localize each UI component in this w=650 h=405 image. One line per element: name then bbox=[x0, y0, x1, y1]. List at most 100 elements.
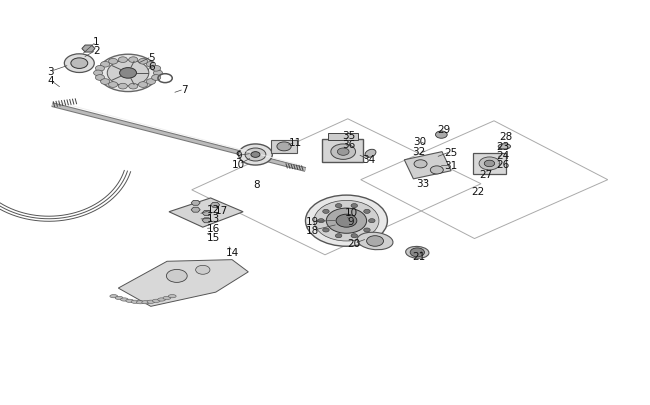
Circle shape bbox=[96, 66, 105, 72]
Circle shape bbox=[245, 149, 266, 162]
Text: 23: 23 bbox=[496, 142, 509, 151]
Text: 33: 33 bbox=[416, 178, 429, 188]
Text: 24: 24 bbox=[496, 151, 509, 160]
Text: 6: 6 bbox=[148, 62, 155, 71]
Polygon shape bbox=[82, 46, 95, 53]
Circle shape bbox=[64, 55, 94, 73]
Ellipse shape bbox=[365, 150, 376, 158]
Ellipse shape bbox=[131, 301, 139, 304]
Text: 12: 12 bbox=[207, 205, 220, 215]
Circle shape bbox=[335, 234, 342, 238]
Circle shape bbox=[367, 236, 384, 247]
Text: 22: 22 bbox=[471, 186, 484, 196]
Circle shape bbox=[166, 270, 187, 283]
Circle shape bbox=[118, 84, 127, 90]
Circle shape bbox=[146, 62, 155, 68]
Circle shape bbox=[101, 79, 110, 85]
Text: 32: 32 bbox=[413, 147, 426, 157]
Polygon shape bbox=[191, 208, 200, 213]
Circle shape bbox=[479, 158, 500, 171]
Ellipse shape bbox=[357, 232, 393, 250]
Bar bbox=[271, 141, 297, 153]
Circle shape bbox=[351, 234, 358, 238]
Circle shape bbox=[196, 266, 210, 275]
Text: 27: 27 bbox=[480, 170, 493, 180]
Ellipse shape bbox=[110, 295, 118, 298]
Text: 8: 8 bbox=[254, 179, 260, 189]
Text: 30: 30 bbox=[413, 137, 426, 147]
Text: 20: 20 bbox=[348, 239, 361, 249]
Text: 14: 14 bbox=[226, 247, 239, 257]
Text: 3: 3 bbox=[47, 67, 54, 77]
Circle shape bbox=[96, 75, 105, 81]
Text: 25: 25 bbox=[444, 147, 457, 157]
Circle shape bbox=[322, 228, 329, 232]
Text: 28: 28 bbox=[499, 132, 512, 141]
Circle shape bbox=[138, 59, 148, 65]
Text: 26: 26 bbox=[496, 160, 509, 170]
Text: 13: 13 bbox=[207, 214, 220, 224]
Polygon shape bbox=[202, 211, 211, 216]
Text: 31: 31 bbox=[444, 161, 457, 171]
Text: 9: 9 bbox=[235, 151, 242, 161]
Circle shape bbox=[101, 62, 110, 68]
Ellipse shape bbox=[499, 144, 511, 150]
Text: 35: 35 bbox=[343, 131, 356, 141]
Text: 4: 4 bbox=[47, 76, 54, 86]
Bar bbox=[328, 133, 358, 141]
Ellipse shape bbox=[168, 295, 176, 298]
Polygon shape bbox=[169, 198, 243, 228]
Text: 17: 17 bbox=[214, 206, 227, 215]
Circle shape bbox=[351, 204, 358, 208]
Circle shape bbox=[153, 71, 162, 77]
Circle shape bbox=[277, 143, 291, 151]
Circle shape bbox=[251, 152, 260, 158]
Text: 36: 36 bbox=[343, 140, 356, 149]
Circle shape bbox=[484, 161, 495, 167]
Polygon shape bbox=[202, 218, 211, 223]
Circle shape bbox=[322, 210, 329, 214]
Circle shape bbox=[107, 61, 149, 87]
Ellipse shape bbox=[158, 298, 166, 301]
Text: 1: 1 bbox=[93, 37, 99, 47]
Circle shape bbox=[336, 215, 357, 228]
Text: 10: 10 bbox=[232, 160, 245, 170]
Polygon shape bbox=[191, 201, 200, 206]
Circle shape bbox=[364, 210, 370, 214]
Circle shape bbox=[151, 66, 161, 72]
Circle shape bbox=[94, 71, 103, 77]
Polygon shape bbox=[404, 152, 451, 179]
Text: 15: 15 bbox=[207, 232, 220, 242]
Circle shape bbox=[337, 149, 349, 156]
Circle shape bbox=[335, 204, 342, 208]
Polygon shape bbox=[211, 203, 220, 208]
Circle shape bbox=[306, 196, 387, 247]
Circle shape bbox=[109, 59, 118, 65]
Circle shape bbox=[239, 145, 272, 166]
Circle shape bbox=[369, 219, 375, 223]
Circle shape bbox=[129, 58, 138, 63]
Ellipse shape bbox=[115, 296, 123, 300]
Ellipse shape bbox=[147, 301, 155, 304]
Text: 16: 16 bbox=[207, 224, 220, 233]
Circle shape bbox=[129, 84, 138, 90]
Text: 19: 19 bbox=[306, 217, 318, 227]
Circle shape bbox=[331, 145, 356, 160]
Polygon shape bbox=[118, 260, 248, 307]
Text: 5: 5 bbox=[148, 53, 155, 62]
Circle shape bbox=[109, 83, 118, 88]
Circle shape bbox=[151, 75, 161, 81]
Text: 18: 18 bbox=[306, 226, 318, 236]
Ellipse shape bbox=[163, 296, 171, 300]
Bar bbox=[473, 154, 506, 175]
Text: 2: 2 bbox=[93, 46, 99, 56]
Text: 10: 10 bbox=[344, 208, 358, 217]
Ellipse shape bbox=[406, 247, 429, 259]
Circle shape bbox=[326, 209, 367, 234]
Circle shape bbox=[138, 83, 148, 88]
Ellipse shape bbox=[126, 299, 134, 303]
Circle shape bbox=[98, 55, 158, 92]
Circle shape bbox=[410, 248, 424, 257]
Ellipse shape bbox=[120, 298, 128, 301]
Ellipse shape bbox=[142, 301, 150, 304]
